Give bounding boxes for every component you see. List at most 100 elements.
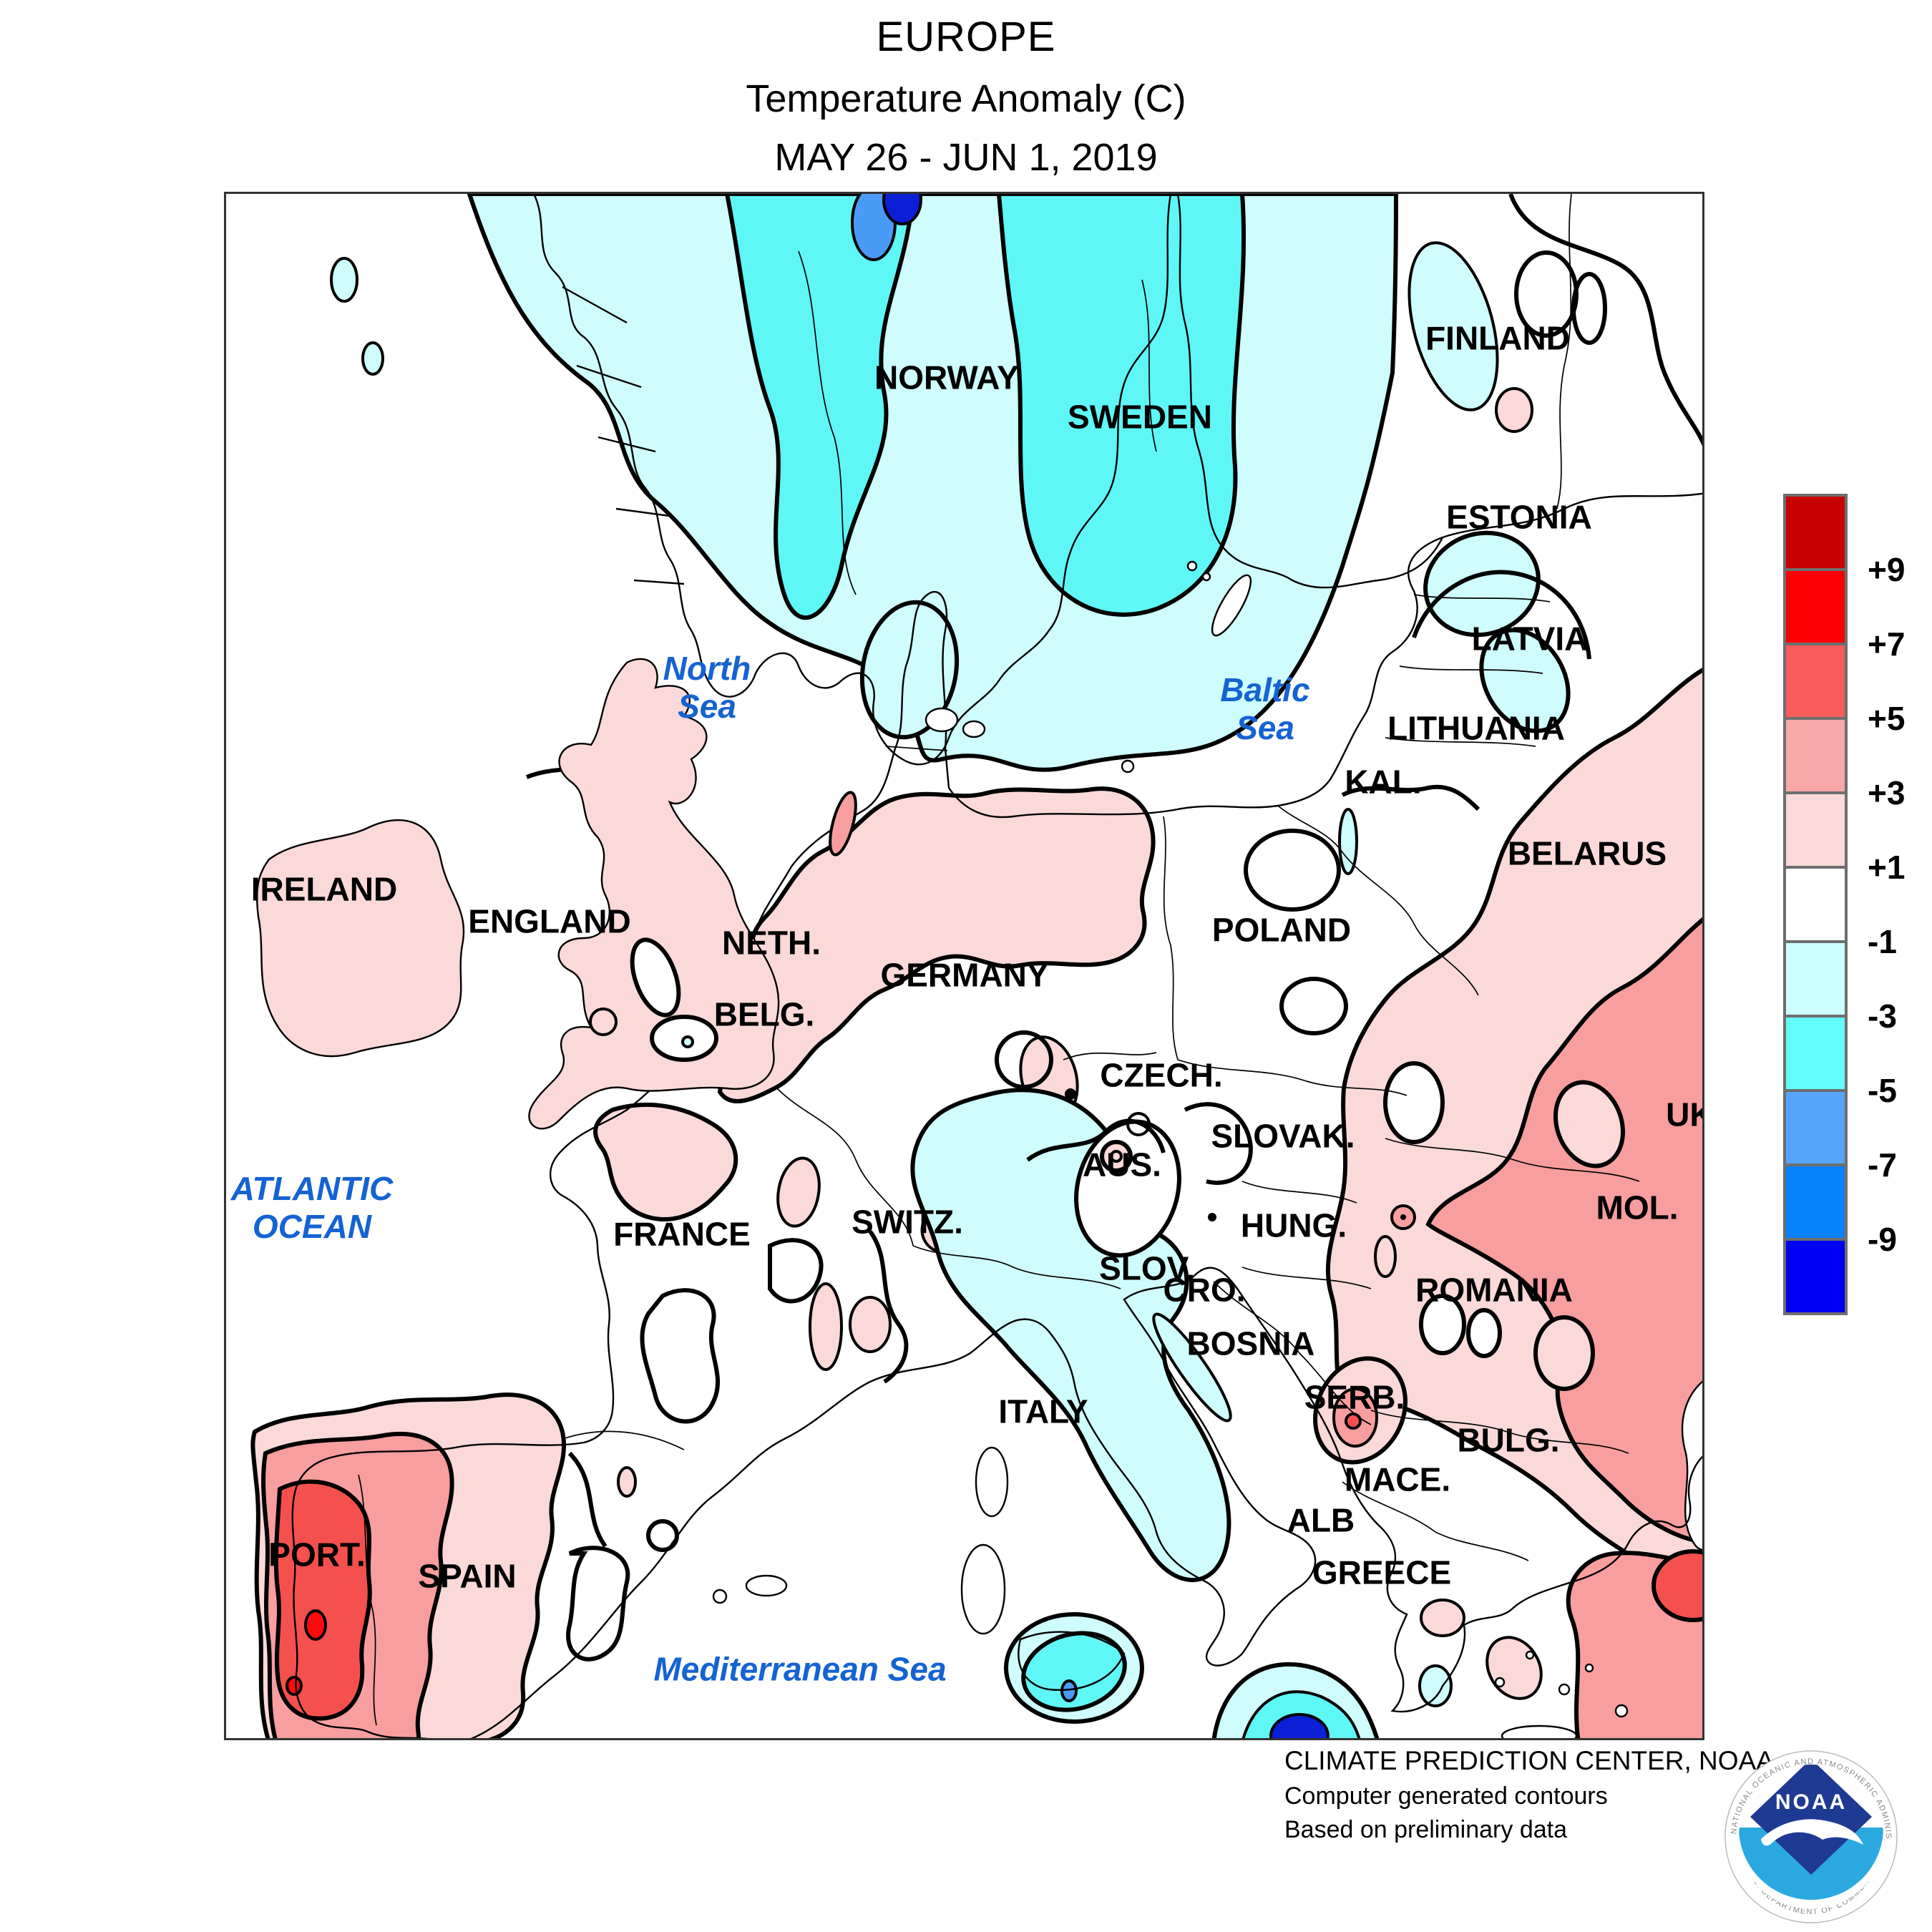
- legend-cell: [1786, 645, 1845, 720]
- legend-tick-label: +3: [1868, 774, 1906, 811]
- contour-dot-germany: [1065, 1088, 1076, 1100]
- contour-loop-spain-1: [566, 1546, 630, 1662]
- border-pyrenees: [562, 1430, 685, 1450]
- logo-diamond: [1750, 1765, 1872, 1875]
- aegean-island-2: [1525, 1650, 1535, 1660]
- england-cold-dot: [681, 1035, 694, 1048]
- border-portugal-spain: [358, 1474, 377, 1726]
- romania-white-hole-2: [1466, 1308, 1502, 1358]
- romania-dot-center: [1400, 1214, 1406, 1220]
- border-germany-poland: [1163, 816, 1179, 1060]
- sardinia: [960, 1543, 1006, 1635]
- bornholm: [1121, 759, 1135, 774]
- greece-cold-spot: [1418, 1664, 1453, 1707]
- contour-line-czech-2: [1184, 1102, 1253, 1185]
- legend-cell: [1786, 720, 1845, 794]
- mallorca: [745, 1574, 788, 1597]
- portugal-hot-core: [273, 1479, 372, 1721]
- moldova-pink-enclave: [1553, 1080, 1626, 1169]
- aegean-warm-spot: [1485, 1636, 1543, 1700]
- border-greece-north: [1342, 1481, 1529, 1561]
- contour-loop-poland-1: [1244, 829, 1341, 912]
- contour-loop-spain-2: [646, 1519, 679, 1552]
- contour-loop-poland-2: [1279, 977, 1348, 1035]
- coastline-layer: [291, 194, 1702, 1738]
- sicily-outline: [1018, 1631, 1126, 1691]
- contour-arc-estonia: [1412, 570, 1591, 660]
- france-warm-spot-1: [776, 1156, 821, 1228]
- south-med-navy-spot: [1269, 1713, 1330, 1738]
- england-ne-warm-sliver: [829, 791, 857, 857]
- border-germany-czech: [1063, 1052, 1157, 1060]
- logo-noaa-text: NOAA: [1775, 1790, 1847, 1814]
- ibiza: [712, 1589, 728, 1604]
- legend-tick-label: -3: [1868, 997, 1897, 1035]
- latvia-cold-patch: [1479, 628, 1571, 733]
- aegean-island-1: [1494, 1677, 1506, 1688]
- ukraine-moldova-warm-region: [1425, 917, 1702, 1545]
- contour-loop-france-2: [768, 1238, 824, 1304]
- austria-bullseye: [1100, 1140, 1133, 1173]
- sicily-cold-core: [1021, 1631, 1127, 1712]
- legend-tick-label: +9: [1868, 551, 1906, 588]
- border-hungary: [1241, 1181, 1372, 1289]
- logo-seagull-icon: [1761, 1819, 1863, 1846]
- zero-contour-layer: [525, 194, 1702, 1662]
- map-canvas: [250, 194, 1702, 1738]
- border-finland-russia: [1556, 194, 1572, 509]
- great-britain: [528, 658, 780, 1130]
- contour-line-france-3: [868, 1230, 909, 1384]
- legend-tick-label: +5: [1868, 700, 1906, 737]
- contour-loop-gulf-finland-2: [1571, 272, 1607, 345]
- romania-pink-enclave: [1533, 1315, 1595, 1391]
- border-baltic-states: [1385, 594, 1551, 747]
- greece-warm-spot-1: [1420, 1599, 1465, 1637]
- fjord-lines: [562, 286, 685, 585]
- sicily-blue-dot: [1060, 1679, 1078, 1702]
- adriatic-cold-sliver: [1152, 1312, 1232, 1423]
- attribution-block: CLIMATE PREDICTION CENTER, NOAA Computer…: [1284, 1746, 1774, 1844]
- border-poland-slovakia: [1177, 1059, 1407, 1096]
- europe-anomaly-map: NORWAY SWEDEN FINLAND ESTONIA LATVIA LITHUANI…: [224, 192, 1704, 1740]
- logo-emblem: NOAA: [1739, 1765, 1883, 1909]
- border-alps: [912, 1245, 1121, 1289]
- border-norway-sweden: [798, 250, 857, 595]
- border-layer: [358, 194, 1640, 1726]
- map-date-range: MAY 26 - JUN 1, 2019: [774, 136, 1158, 179]
- border-denmark-germany: [885, 746, 948, 751]
- aegean-island-4: [1584, 1663, 1594, 1673]
- austria-bullseye-ring: [1110, 1150, 1123, 1163]
- legend-cell: [1786, 794, 1845, 869]
- legend-color-bar: [1783, 494, 1848, 1315]
- map-title: EUROPE: [876, 14, 1056, 60]
- legend-tick-label: -5: [1868, 1072, 1897, 1109]
- legend-cell: [1786, 1241, 1845, 1312]
- serbia-hot-dot: [1345, 1413, 1362, 1430]
- contour-loop-gulf-finland-1: [1514, 250, 1579, 338]
- legend-cell: [1786, 1092, 1845, 1166]
- black-sea: [1681, 1380, 1702, 1551]
- border-poland-east: [1277, 805, 1479, 996]
- scandinavia-coastline: [532, 194, 1172, 766]
- legend-cell: [1786, 869, 1845, 943]
- border-romania-bulgaria: [1370, 1410, 1629, 1454]
- finland-cold-patch: [1407, 241, 1499, 411]
- corsica: [975, 1446, 1009, 1518]
- legend-tick-label: +7: [1868, 625, 1906, 663]
- top-edge-navy-spot: [882, 194, 922, 225]
- border-sweden-finland: [1141, 279, 1157, 452]
- legend-tick-label: -1: [1868, 923, 1897, 960]
- funen: [962, 720, 986, 738]
- legend-cell: [1786, 1166, 1845, 1241]
- romania-white-hole-1: [1419, 1294, 1466, 1355]
- border-romania-ukraine: [1385, 1138, 1640, 1182]
- legend-tick-label: +1: [1868, 849, 1906, 886]
- islands-layer: [256, 560, 1629, 1738]
- contour-arc-northeast: [1508, 194, 1702, 447]
- crete: [1501, 1724, 1578, 1738]
- england-white-hole-1: [630, 937, 681, 1018]
- legend-tick-label: -9: [1868, 1221, 1897, 1258]
- scotland-cold-spot-1: [330, 257, 358, 303]
- title-block: EUROPE Temperature Anomaly (C) MAY 26 - …: [0, 13, 1932, 180]
- sweden-cold-core: [996, 194, 1246, 617]
